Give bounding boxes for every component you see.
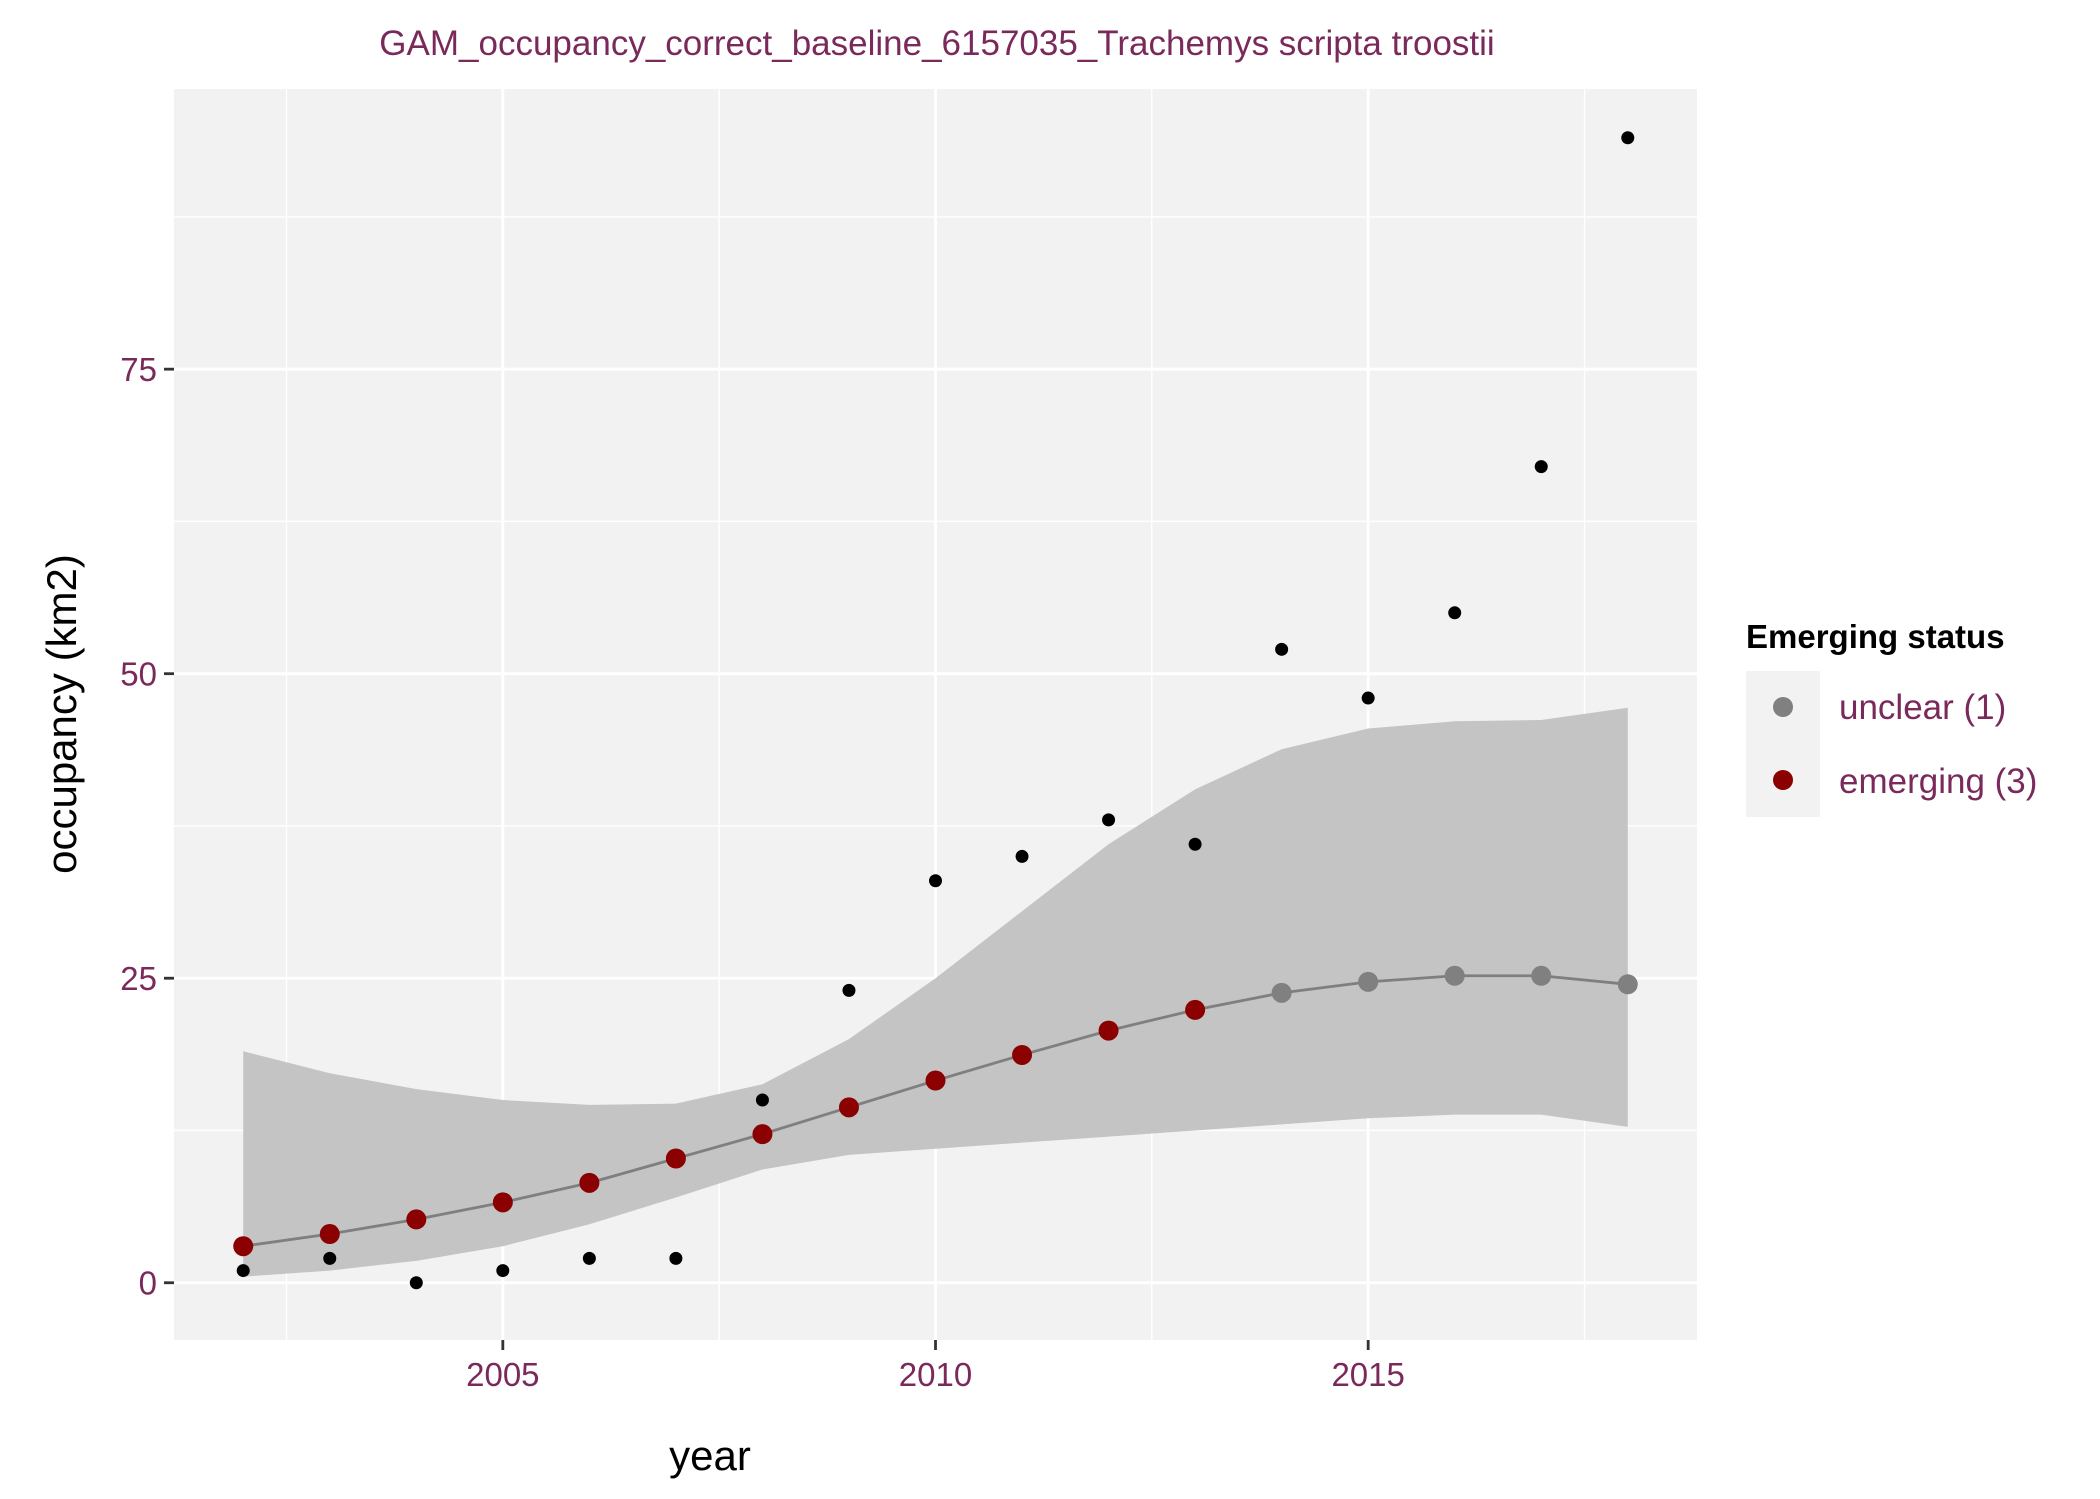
legend-label-unclear: unclear (1) [1839, 688, 2006, 727]
observed-point [1102, 813, 1116, 827]
x-axis: 2005 2010 2015 [466, 1340, 1405, 1393]
y-tick-label: 50 [120, 656, 157, 693]
chart-title: GAM_occupancy_correct_baseline_6157035_T… [379, 24, 1494, 63]
observed-point [323, 1251, 337, 1265]
x-axis-title: year [669, 1432, 751, 1479]
fit-points [233, 965, 1638, 1257]
observed-point [496, 1264, 510, 1278]
fitted-point-emerging [406, 1209, 427, 1230]
x-tick-label: 2010 [899, 1356, 972, 1393]
fitted-point-emerging [492, 1192, 513, 1213]
fitted-point-emerging [838, 1097, 859, 1118]
fitted-point-emerging [319, 1224, 340, 1245]
fitted-point-emerging [665, 1148, 686, 1169]
legend-title: Emerging status [1746, 618, 2005, 655]
fitted-point-emerging [233, 1236, 254, 1257]
fitted-point-emerging [579, 1172, 600, 1193]
observed-point [1275, 642, 1289, 656]
observed-point [236, 1264, 250, 1278]
fitted-point-emerging [925, 1070, 946, 1091]
fitted-point-emerging [1185, 999, 1206, 1020]
fitted-point-unclear [1271, 982, 1292, 1003]
observed-point [1621, 131, 1635, 145]
y-tick-label: 0 [139, 1265, 157, 1302]
x-tick-label: 2005 [466, 1356, 539, 1393]
confidence-band [243, 707, 1628, 1277]
fitted-point-emerging [1098, 1020, 1119, 1041]
observed-point [1015, 849, 1029, 863]
observed-point [1188, 837, 1202, 851]
y-tick-label: 75 [120, 351, 157, 388]
fitted-point-unclear [1617, 974, 1638, 995]
legend-key-unclear [1773, 697, 1793, 717]
observed-point [1534, 460, 1548, 474]
legend-label-emerging: emerging (3) [1839, 762, 2037, 801]
y-axis: 0 25 50 75 [120, 351, 174, 1302]
fitted-point-unclear [1444, 965, 1465, 986]
observed-points [236, 131, 1635, 1290]
observed-point [409, 1276, 423, 1290]
fitted-point-emerging [752, 1124, 773, 1145]
observed-point [842, 983, 856, 997]
observed-point [929, 874, 942, 888]
legend: Emerging status unclear (1) emerging (3) [1746, 618, 2037, 817]
observed-point [1448, 606, 1462, 620]
y-tick-label: 25 [120, 960, 157, 997]
legend-key-emerging [1773, 770, 1793, 790]
fitted-point-unclear [1531, 965, 1552, 986]
fitted-point-emerging [1012, 1044, 1033, 1065]
observed-point [669, 1251, 683, 1265]
legend-key-background [1746, 671, 1820, 817]
observed-point [1361, 691, 1375, 705]
fitted-point-unclear [1358, 971, 1379, 992]
y-axis-title: occupancy (km2) [38, 554, 85, 874]
observed-point [755, 1093, 769, 1107]
observed-point [582, 1251, 596, 1265]
x-tick-label: 2015 [1331, 1356, 1404, 1393]
